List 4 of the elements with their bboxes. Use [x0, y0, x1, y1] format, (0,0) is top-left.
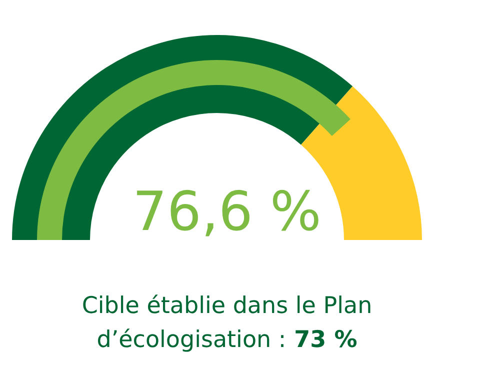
text: Cible établie dans le Plan — [82, 293, 372, 319]
text: 76,6 % — [132, 180, 322, 243]
text: 73 % — [286, 327, 358, 353]
text: d’écologisation : — [96, 327, 286, 353]
